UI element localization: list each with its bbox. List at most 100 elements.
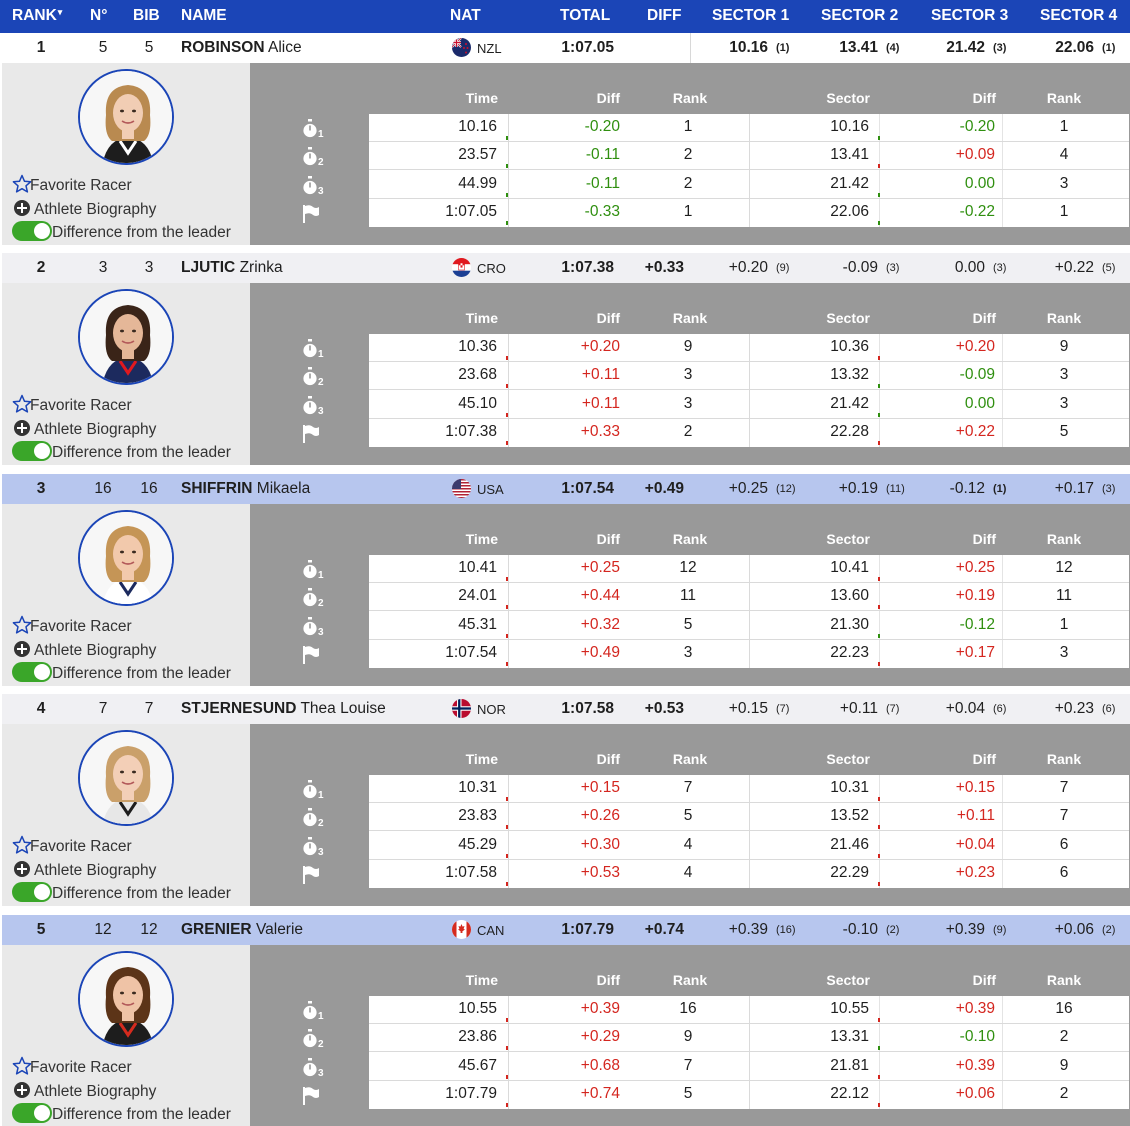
sector1-column-header[interactable]: SECTOR 1 xyxy=(712,7,790,24)
split-time: 1:07.54 xyxy=(445,643,497,661)
sector-rank-header: Rank xyxy=(1046,531,1082,547)
plus-circle-icon xyxy=(12,639,32,659)
athlete-biography-label: Athlete Biography xyxy=(34,421,157,438)
split-row: 23.57 -0.11 2 13.41 +0.09 4 xyxy=(369,142,1129,171)
sector4-value: +0.17 xyxy=(1054,480,1094,497)
stopwatch-3-icon: 3 xyxy=(302,1057,328,1080)
athlete-name[interactable]: LJUTIC Zrinka xyxy=(181,259,283,277)
sector-time: 21.46 xyxy=(830,835,869,853)
split-number: 2 xyxy=(318,598,324,610)
split-table: 10.36 +0.20 9 10.36 +0.20 9 23.68 +0.11 3 13.32 -0… xyxy=(369,334,1129,447)
athlete-biography-link[interactable]: Athlete Biography xyxy=(12,639,156,660)
diff-indicator xyxy=(506,384,508,389)
favorite-racer-link[interactable]: Favorite Racer xyxy=(12,394,132,415)
total-time: 1:07.38 xyxy=(561,259,614,276)
diff-column-header[interactable]: DIFF xyxy=(647,7,682,24)
sector-diff-indicator xyxy=(878,412,880,417)
sector-header: Sector xyxy=(826,531,870,547)
difference-toggle-switch[interactable] xyxy=(12,1103,52,1123)
split-time: 1:07.58 xyxy=(445,863,497,881)
cro-flag-icon xyxy=(452,258,471,277)
split-diff: +0.39 xyxy=(580,1000,620,1017)
nat-code: NZL xyxy=(477,41,502,56)
difference-toggle-switch[interactable] xyxy=(12,441,52,461)
column-divider xyxy=(749,996,750,1109)
column-divider xyxy=(749,555,750,668)
sector-diff: +0.15 xyxy=(955,779,995,796)
stopwatch-1-icon: 1 xyxy=(302,1001,328,1023)
sector-diff-indicator xyxy=(878,440,880,445)
favorite-racer-label: Favorite Racer xyxy=(30,618,132,635)
favorite-racer-link[interactable]: Favorite Racer xyxy=(12,835,132,856)
column-divider xyxy=(1002,334,1003,447)
athlete-name[interactable]: STJERNESUND Thea Louise xyxy=(181,700,386,718)
sector2-column-header[interactable]: SECTOR 2 xyxy=(821,7,899,24)
sector2-rank: (11) xyxy=(886,483,905,495)
sector3-rank: (3) xyxy=(993,262,1007,274)
athlete-name[interactable]: SHIFFRIN Mikaela xyxy=(181,480,310,498)
sector3-rank: (9) xyxy=(993,924,1007,936)
split-time: 1:07.79 xyxy=(445,1084,497,1102)
sector3-rank: (6) xyxy=(993,703,1007,715)
sector1-value: +0.39 xyxy=(728,921,768,938)
split-row: 10.16 -0.20 1 10.16 -0.20 1 xyxy=(369,114,1129,142)
split-time: 24.01 xyxy=(458,587,497,605)
split-times: Time Diff Rank Sector Diff Rank 10.16 -0.20 1 10.… xyxy=(250,63,1130,245)
sector-rank: 1 xyxy=(1059,202,1069,220)
favorite-racer-link[interactable]: Favorite Racer xyxy=(12,1056,132,1077)
rank-column-header[interactable]: RANK▾ xyxy=(12,7,70,25)
diff-header: Diff xyxy=(596,972,620,988)
split-diff: -0.11 xyxy=(585,146,620,164)
result-row[interactable]: 3 16 16 SHIFFRIN Mikaela USA 1:07.54 +0.49 +0.2… xyxy=(2,474,1130,504)
split-rank: 2 xyxy=(683,174,693,192)
nor-flag-icon xyxy=(452,699,471,718)
total-diff: +0.74 xyxy=(644,921,684,938)
stopwatch-3-icon: 3 xyxy=(302,616,328,639)
athlete-name[interactable]: GRENIER Valerie xyxy=(181,921,303,939)
result-row[interactable]: 2 3 3 LJUTIC Zrinka CRO 1:07.38 +0.33 +0.20 (9) -… xyxy=(2,253,1130,283)
split-times: Time Diff Rank Sector Diff Rank 10.31 +0.15 7 10.… xyxy=(250,724,1130,906)
sector3-value: -0.12 xyxy=(949,480,985,497)
athlete-biography-link[interactable]: Athlete Biography xyxy=(12,1080,156,1101)
difference-toggle-label: Difference from the leader xyxy=(52,1106,231,1123)
favorite-racer-link[interactable]: Favorite Racer xyxy=(12,174,132,195)
sector-rank-header: Rank xyxy=(1046,90,1082,106)
sector4-rank: (3) xyxy=(1102,483,1116,495)
nat-column-header[interactable]: NAT xyxy=(450,7,481,24)
result-row[interactable]: 4 7 7 STJERNESUND Thea Louise NOR 1:07.58 +0.5… xyxy=(2,694,1130,724)
sector-diff-indicator xyxy=(878,192,880,197)
rank-header: Rank xyxy=(672,310,708,326)
difference-toggle-switch[interactable] xyxy=(12,221,52,241)
result-row[interactable]: 5 12 12 GRENIER Valerie CAN 1:07.79 +0.74 +0.39… xyxy=(2,915,1130,945)
athlete-biography-link[interactable]: Athlete Biography xyxy=(12,198,156,219)
split-time: 45.67 xyxy=(458,1056,497,1074)
split-time: 10.16 xyxy=(458,118,497,135)
result-row[interactable]: 1 5 5 ROBINSON Alice NZL 1:07.05 10.16 (1) 13.41… xyxy=(2,33,1130,63)
number-value: 3 xyxy=(98,259,108,276)
split-time: 1:07.38 xyxy=(445,422,497,440)
diff-indicator xyxy=(506,661,508,666)
bib-column-header[interactable]: BIB xyxy=(133,7,160,24)
split-row: 44.99 -0.11 2 21.42 0.00 3 xyxy=(369,171,1129,199)
sector4-column-header[interactable]: SECTOR 4 xyxy=(1040,7,1118,24)
athlete-biography-link[interactable]: Athlete Biography xyxy=(12,418,156,439)
difference-toggle-switch[interactable] xyxy=(12,882,52,902)
sector1-value: 10.16 xyxy=(729,39,768,56)
split-number: 3 xyxy=(318,626,324,638)
athlete-biography-link[interactable]: Athlete Biography xyxy=(12,859,156,880)
sector1-value: +0.25 xyxy=(728,480,768,497)
difference-toggle-switch[interactable] xyxy=(12,662,52,682)
rank-header: Rank xyxy=(672,972,708,988)
finish-flag-icon xyxy=(302,645,328,667)
name-column-header[interactable]: NAME xyxy=(181,7,227,24)
sector2-value: -0.10 xyxy=(842,921,878,938)
column-divider xyxy=(879,996,880,1109)
split-table: 10.55 +0.39 16 10.55 +0.39 16 23.86 +0.29 9 13.31… xyxy=(369,996,1129,1109)
number-column-header[interactable]: N° xyxy=(90,7,108,24)
total-column-header[interactable]: TOTAL xyxy=(560,7,611,24)
favorite-racer-link[interactable]: Favorite Racer xyxy=(12,615,132,636)
split-time: 23.68 xyxy=(458,366,497,384)
split-number: 1 xyxy=(318,129,324,140)
sector3-column-header[interactable]: SECTOR 3 xyxy=(931,7,1009,24)
athlete-name[interactable]: ROBINSON Alice xyxy=(181,39,302,57)
